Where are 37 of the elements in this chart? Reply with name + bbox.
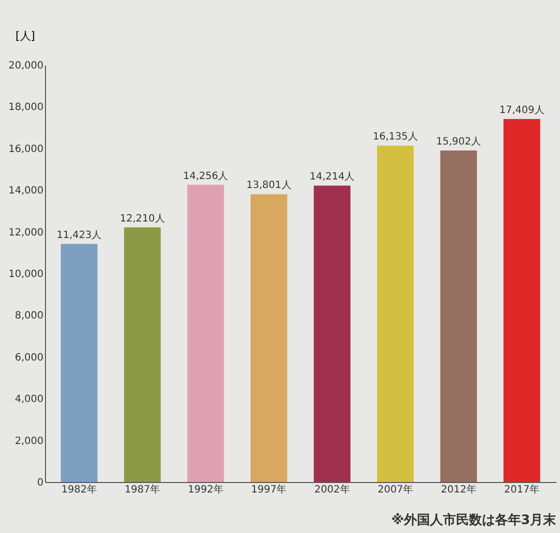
data-label: 12,210人 xyxy=(120,213,165,224)
data-label: 16,135人 xyxy=(372,132,418,143)
bar xyxy=(187,184,224,482)
x-tick-label: 1982年 xyxy=(61,484,97,496)
bar xyxy=(124,227,161,482)
y-tick-label: 14,000 xyxy=(8,186,44,197)
x-tick-label: 2002年 xyxy=(314,484,350,496)
y-tick-label: 4,000 xyxy=(14,394,44,406)
data-label: 13,801人 xyxy=(246,180,292,192)
bar xyxy=(250,194,288,482)
x-tick-label: 2007年 xyxy=(378,484,414,496)
bar xyxy=(314,186,350,482)
bar xyxy=(440,150,477,482)
y-tick-label: 10,000 xyxy=(8,269,44,280)
y-tick-label: 6,000 xyxy=(14,352,44,364)
x-tick-label: 2012年 xyxy=(440,484,476,496)
data-label: 14,214人 xyxy=(310,172,355,183)
bar xyxy=(377,146,414,482)
y-tick-label: 16,000 xyxy=(8,144,44,155)
y-axis-title: [人] xyxy=(16,30,36,42)
bar xyxy=(504,119,540,482)
bar xyxy=(60,244,98,482)
x-tick-label: 1992年 xyxy=(188,484,224,496)
y-tick-label: 0 xyxy=(37,478,44,488)
data-label: 11,423人 xyxy=(56,230,102,241)
y-tick-label: 8,000 xyxy=(14,310,44,322)
x-tick-label: 1987年 xyxy=(124,484,160,496)
y-tick-label: 12,000 xyxy=(8,227,44,238)
data-label: 15,902人 xyxy=(436,136,482,148)
y-tick-label: 2,000 xyxy=(14,436,44,447)
x-tick-label: 2017年 xyxy=(504,484,540,496)
x-tick-label: 1997年 xyxy=(251,484,287,496)
y-tick-label: 18,000 xyxy=(8,102,44,114)
text: ※外国人市民数は各年3月末 xyxy=(391,512,557,528)
data-label: 17,409人 xyxy=(499,105,544,116)
data-label: 14,256人 xyxy=(183,170,228,182)
y-tick-label: 20,000 xyxy=(8,60,44,72)
